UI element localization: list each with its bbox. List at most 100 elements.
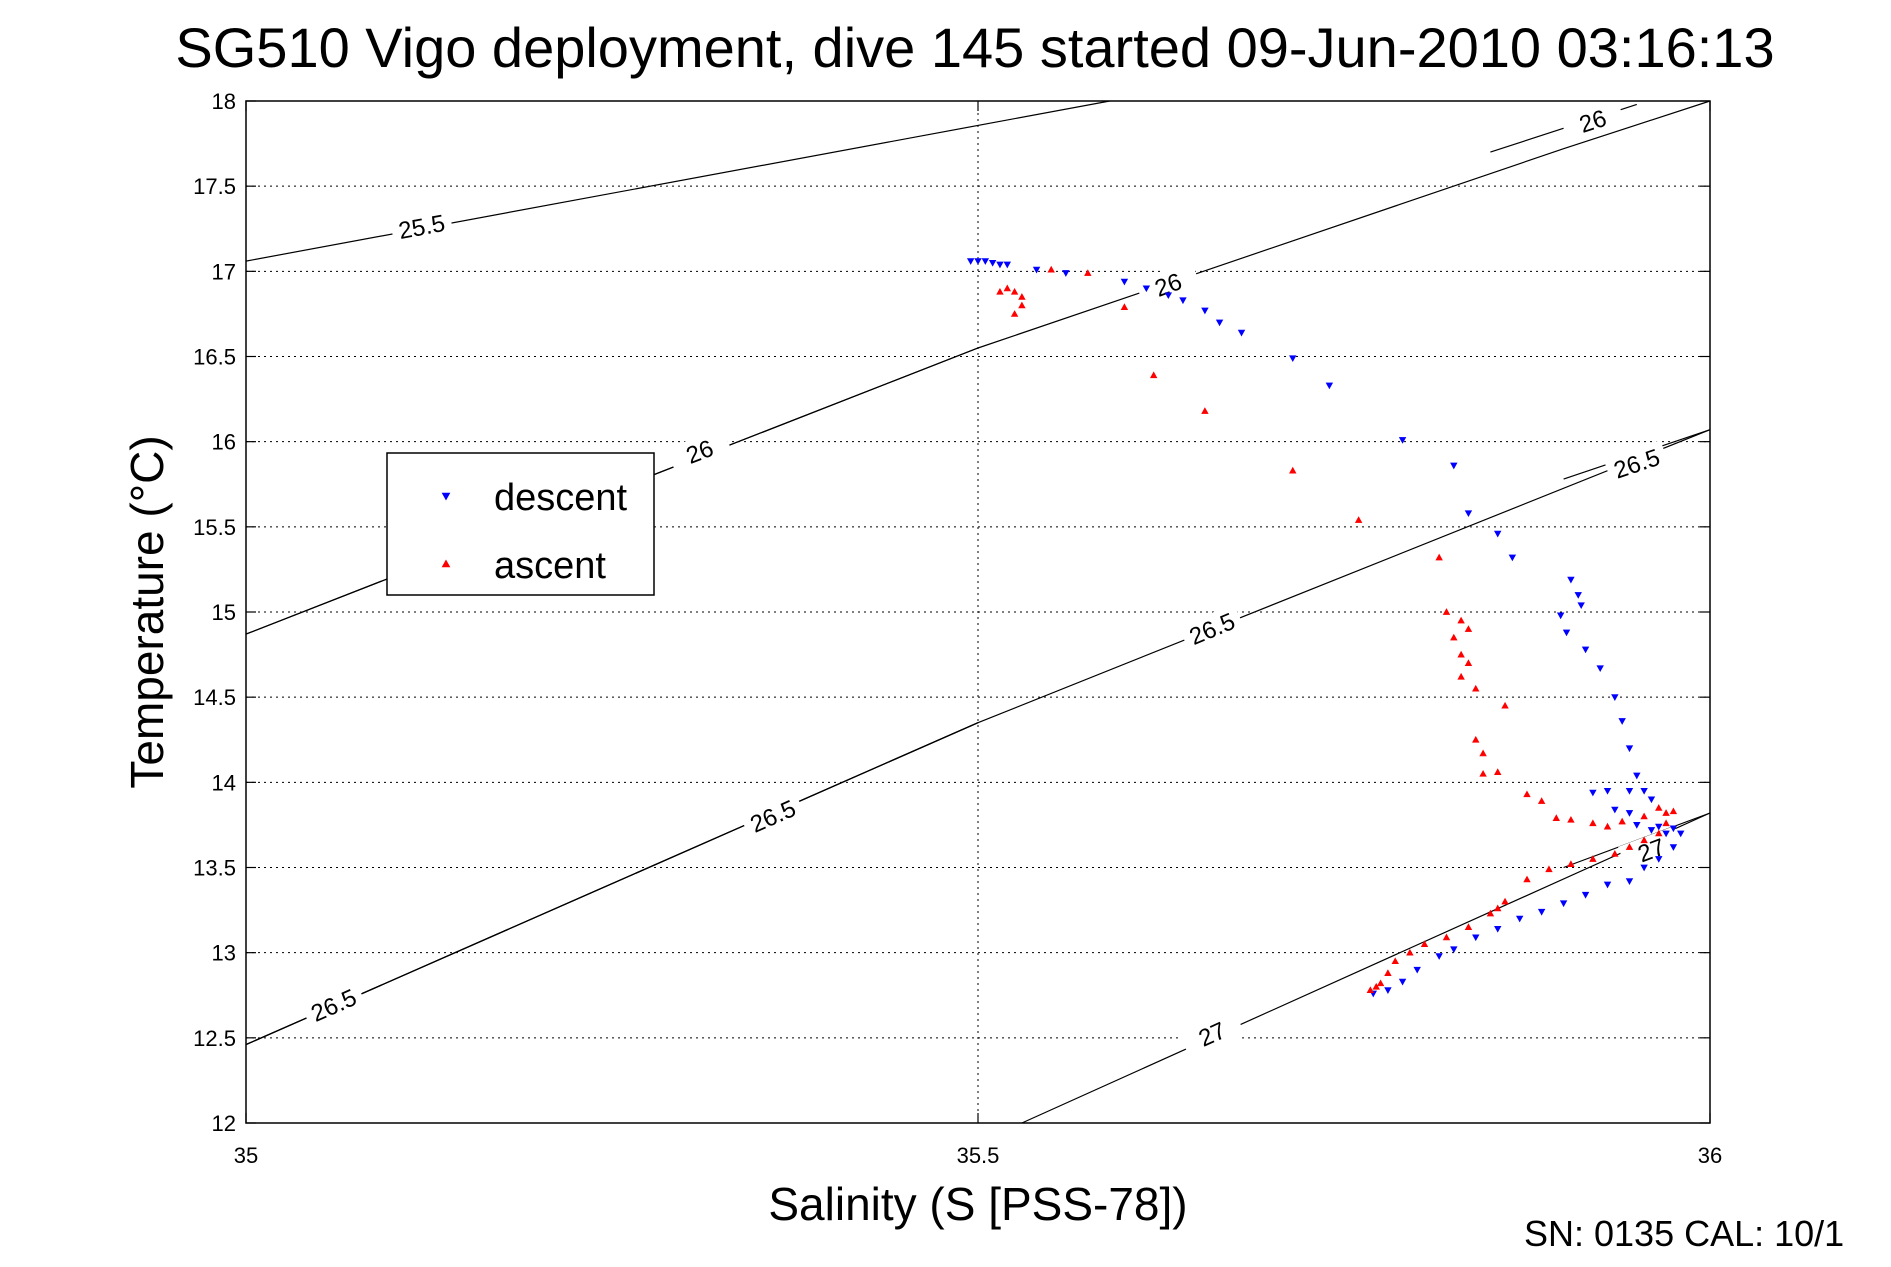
chart-title: SG510 Vigo deployment, dive 145 started … xyxy=(175,16,1774,79)
ascent-point xyxy=(1523,790,1531,798)
descent-point xyxy=(1464,510,1473,518)
y-tick-label: 18 xyxy=(212,89,236,114)
y-axis-label: Temperature (°C) xyxy=(121,435,173,788)
ascent-point xyxy=(1018,293,1026,300)
ascent-point xyxy=(1662,819,1670,827)
ascent-point xyxy=(1201,407,1209,414)
descent-point xyxy=(1611,806,1619,814)
x-axis-label: Salinity (S [PSS-78]) xyxy=(768,1178,1187,1230)
density-contour-label: 26 xyxy=(1134,260,1202,310)
ascent-point xyxy=(1010,310,1019,317)
descent-point xyxy=(1508,554,1517,562)
descent-point xyxy=(1472,934,1480,942)
contour-label-backdrop xyxy=(1603,440,1671,488)
descent-point xyxy=(1494,925,1502,933)
ascent-point xyxy=(1662,809,1670,816)
descent-point xyxy=(1494,530,1502,538)
descent-point xyxy=(1625,745,1634,753)
ascent-point xyxy=(1464,659,1473,666)
descent-point xyxy=(974,258,982,265)
contour-label-backdrop xyxy=(1178,603,1246,655)
y-tick-label: 12.5 xyxy=(193,1026,236,1051)
legend-label-descent: descent xyxy=(494,477,628,519)
ascent-point xyxy=(1589,819,1597,827)
descent-point xyxy=(1647,827,1656,834)
grid-lines xyxy=(246,101,1710,1123)
contour-label-backdrop xyxy=(300,979,368,1032)
ascent-point xyxy=(1472,735,1480,743)
ascent-point xyxy=(1669,807,1678,815)
ascent-point xyxy=(1384,969,1392,976)
legend-ascent-marker xyxy=(441,559,451,568)
descent-point xyxy=(1581,891,1590,899)
descent-point xyxy=(1384,987,1392,994)
ascent-point xyxy=(1479,769,1487,777)
descent-point xyxy=(1567,576,1575,584)
density-contour-line xyxy=(245,100,1110,262)
descent-point xyxy=(966,258,975,265)
y-tick-label: 16 xyxy=(212,430,236,455)
legend-label-ascent: ascent xyxy=(494,545,606,587)
ascent-point xyxy=(1589,855,1597,862)
ascent-point xyxy=(1472,684,1480,692)
density-contour-label: 26 xyxy=(1559,97,1627,145)
descent-point xyxy=(1556,612,1565,620)
ascent-point xyxy=(1420,940,1429,948)
x-tick-label: 35.5 xyxy=(957,1143,1000,1168)
ascent-point xyxy=(1501,897,1509,905)
descent-point xyxy=(1515,915,1524,923)
ascent-point xyxy=(1640,812,1648,820)
descent-point xyxy=(1003,261,1011,269)
descent-point xyxy=(1669,825,1678,833)
ascent-point xyxy=(1537,797,1546,804)
descent-point xyxy=(1625,787,1634,795)
descent-point xyxy=(1398,437,1407,444)
contour-label-backdrop xyxy=(739,790,807,843)
y-tick-label: 14.5 xyxy=(193,685,236,710)
descent-point xyxy=(1596,665,1604,673)
descent-point xyxy=(1562,629,1571,637)
ascent-point xyxy=(1435,553,1443,561)
contour-label-backdrop xyxy=(666,426,734,477)
descent-point xyxy=(1640,787,1648,795)
ascent-point xyxy=(1618,817,1626,825)
ascent-point xyxy=(1018,301,1026,309)
ascent-point xyxy=(1084,269,1092,276)
density-contour-label: 26.5 xyxy=(739,790,807,843)
y-tick-label: 13.5 xyxy=(193,856,236,881)
y-tick-label: 14 xyxy=(212,770,236,795)
descent-point xyxy=(1640,864,1648,872)
descent-point xyxy=(1142,285,1151,293)
legend: descent ascent xyxy=(386,452,655,596)
ascent-point xyxy=(1464,625,1473,632)
descent-point xyxy=(1537,908,1546,916)
density-contour-label: 26.5 xyxy=(300,979,368,1032)
ascent-point xyxy=(1655,829,1663,837)
density-contour-label: 26 xyxy=(666,426,734,477)
descent-point xyxy=(1655,856,1663,863)
ascent-point xyxy=(1442,608,1451,615)
descent-point xyxy=(1647,796,1656,804)
descent-point xyxy=(1237,329,1246,337)
ascent-point xyxy=(1625,843,1634,850)
descent-point xyxy=(1633,822,1641,829)
density-contour-line xyxy=(1021,812,1711,1124)
ascent-point xyxy=(1372,982,1380,990)
ascent-point xyxy=(1149,371,1158,379)
descent-point xyxy=(1559,900,1568,908)
descent-point xyxy=(1589,789,1597,797)
descent-point xyxy=(1413,966,1421,974)
ascent-point xyxy=(1552,814,1560,821)
descent-point xyxy=(1164,292,1173,299)
ascent-point xyxy=(1457,650,1465,658)
descent-point xyxy=(1325,382,1334,390)
ascent-point xyxy=(1523,875,1531,883)
density-contour-label: 25.5 xyxy=(389,206,454,248)
y-tick-label: 17 xyxy=(212,259,236,284)
descent-point xyxy=(1398,978,1407,986)
legend-marker-descent xyxy=(441,492,451,501)
descent-point xyxy=(1669,844,1678,851)
y-tick-label: 12 xyxy=(212,1111,236,1136)
ascent-point xyxy=(1494,768,1502,775)
